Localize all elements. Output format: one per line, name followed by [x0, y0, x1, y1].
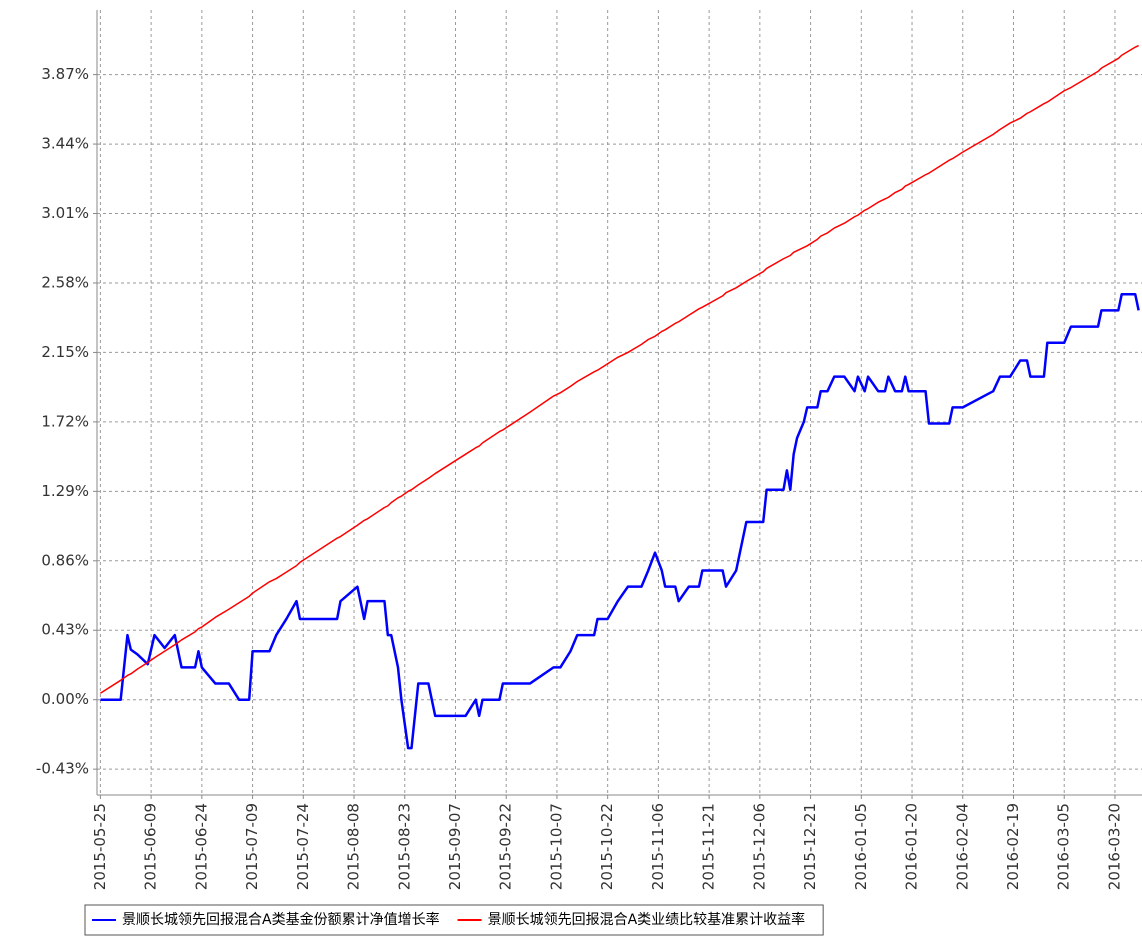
x-tick-label: 2015-05-25 — [91, 803, 109, 890]
y-tick-label: 3.44% — [41, 135, 89, 153]
x-tick-label: 2015-08-08 — [345, 803, 363, 890]
legend-box — [84, 904, 824, 936]
x-tick-label: 2015-12-06 — [750, 803, 768, 890]
y-tick-label: 1.72% — [41, 412, 89, 430]
y-tick-label: 2.15% — [41, 343, 89, 361]
y-tick-label: 2.58% — [41, 273, 89, 291]
y-tick-label: 0.00% — [41, 690, 89, 708]
x-tick-label: 2016-02-04 — [953, 803, 971, 890]
x-tick-label: 2016-03-20 — [1105, 803, 1123, 890]
x-tick-label: 2015-11-06 — [649, 803, 667, 890]
x-tick-label: 2015-06-09 — [142, 803, 160, 890]
x-tick-label: 2015-07-09 — [243, 803, 261, 890]
x-tick-label: 2015-10-22 — [598, 803, 616, 890]
series-line — [100, 293, 1140, 750]
y-tick-label: 3.01% — [41, 204, 89, 222]
x-tick-label: 2015-11-21 — [700, 803, 718, 890]
x-tick-label: 2016-03-05 — [1055, 803, 1073, 890]
series-line — [99, 44, 1139, 694]
y-tick-label: 3.87% — [41, 65, 89, 83]
legend-label: 景顺长城领先回报混合A类业绩比较基准累计收益率 — [488, 911, 806, 928]
y-tick-label: 0.86% — [41, 551, 89, 569]
x-tick-label: 2015-10-07 — [547, 803, 565, 890]
x-tick-label: 2015-09-07 — [446, 803, 464, 890]
y-tick-label: 1.29% — [41, 482, 89, 500]
x-tick-label: 2016-01-05 — [852, 803, 870, 890]
x-tick-label: 2015-09-22 — [497, 803, 515, 890]
x-tick-label: 2016-02-19 — [1004, 803, 1022, 890]
y-tick-label: -0.43% — [36, 760, 89, 778]
legend: 景顺长城领先回报混合A类基金份额累计净值增长率 景顺长城领先回报混合A类业绩比较基… — [84, 904, 824, 936]
y-tick-label: 0.43% — [41, 621, 89, 639]
x-tick-label: 2015-12-21 — [801, 803, 819, 890]
legend-label: 景顺长城领先回报混合A类基金份额累计净值增长率 — [122, 911, 440, 928]
x-tick-label: 2015-06-24 — [192, 803, 210, 890]
x-tick-label: 2016-01-20 — [903, 803, 921, 890]
x-tick-label: 2015-08-23 — [395, 803, 413, 890]
x-tick-label: 2015-07-24 — [294, 803, 312, 890]
